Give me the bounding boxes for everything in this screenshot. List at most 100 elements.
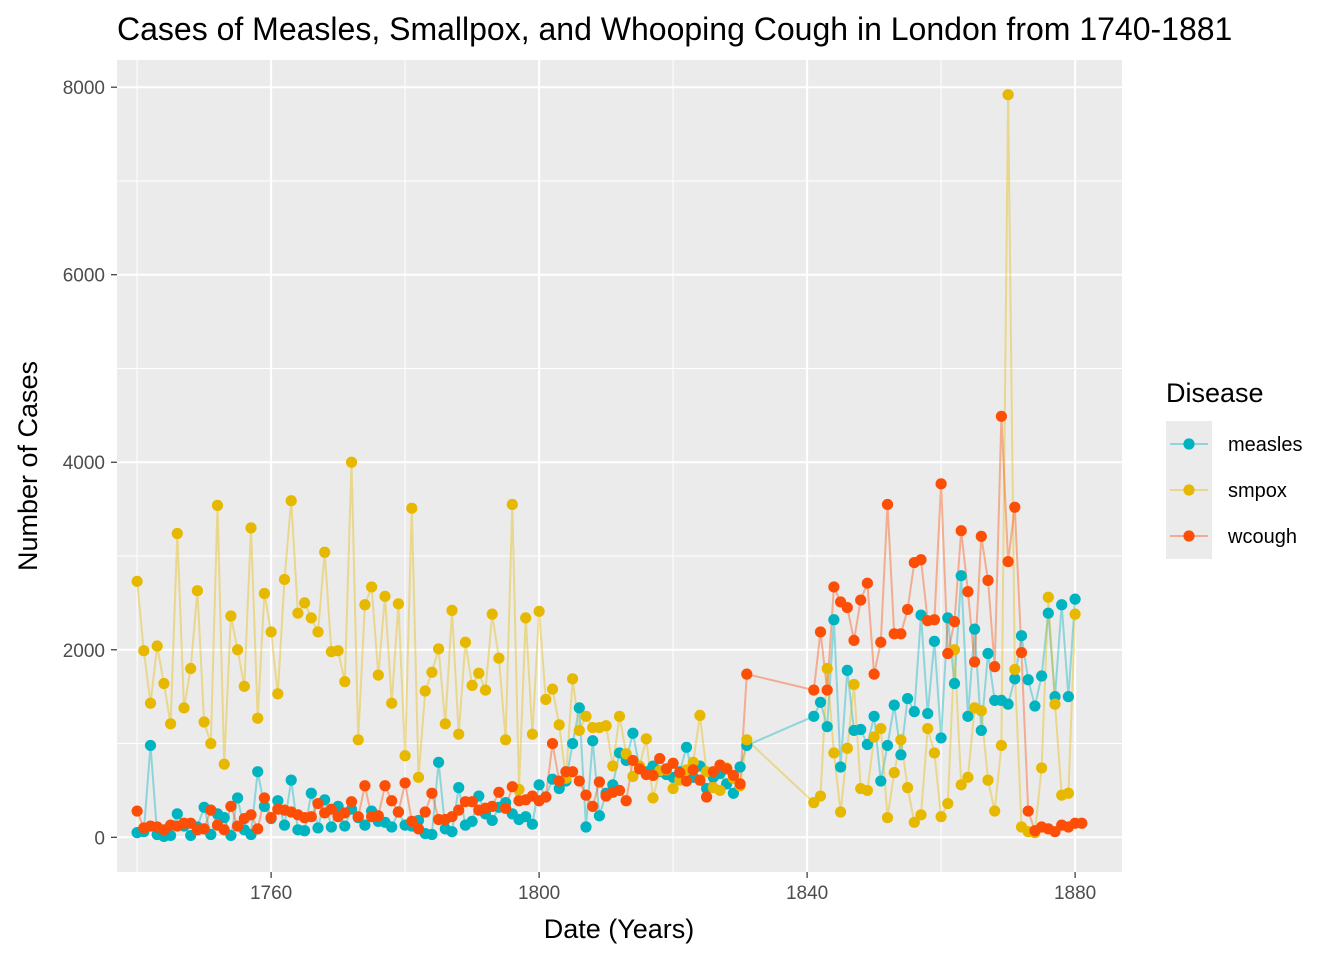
legend-key-point-measles [1183, 438, 1195, 450]
major-gridlines [117, 60, 1122, 872]
data-point-measles [1069, 593, 1081, 605]
data-point-measles [593, 810, 606, 822]
data-point-wcough [948, 616, 961, 628]
data-point-wcough [379, 780, 391, 792]
data-point-measles [627, 727, 639, 739]
x-tick-label: 1880 [1054, 883, 1096, 904]
data-point-wcough [493, 786, 505, 798]
data-point-wcough [680, 775, 693, 787]
y-tick-label: 8000 [63, 78, 105, 99]
y-tick-label: 6000 [63, 266, 105, 287]
data-point-smpox [218, 758, 230, 770]
data-point-smpox [714, 784, 726, 797]
data-point-wcough [667, 757, 679, 769]
minor-gridlines [117, 60, 1122, 872]
data-point-smpox [439, 718, 451, 730]
data-point-wcough [573, 775, 585, 787]
data-point-wcough [995, 410, 1008, 422]
data-point-measles [258, 800, 270, 812]
data-point-wcough [392, 806, 404, 818]
data-point-measles [218, 812, 230, 824]
data-point-measles [446, 826, 458, 838]
data-point-measles [922, 707, 934, 720]
data-point-measles [969, 623, 981, 635]
x-tick-label: 1840 [786, 883, 828, 904]
data-point-smpox [252, 712, 264, 724]
data-point-smpox [211, 499, 224, 511]
data-point-smpox [915, 809, 927, 821]
data-point-wcough [942, 647, 954, 660]
data-point-wcough [587, 800, 599, 812]
y-axis: 0 2000 4000 6000 8000 [63, 78, 117, 849]
data-point-smpox [493, 652, 505, 664]
data-point-smpox [131, 575, 143, 587]
data-point-wcough [1015, 646, 1028, 659]
x-axis: 1760 1800 1840 1880 [250, 872, 1096, 904]
data-point-smpox [607, 760, 619, 772]
data-point-smpox [305, 612, 317, 624]
data-point-measles [325, 821, 337, 833]
data-point-measles [171, 808, 183, 820]
data-point-smpox [359, 599, 371, 611]
data-point-measles [466, 815, 478, 827]
data-point-wcough [359, 780, 371, 792]
data-point-smpox [319, 546, 331, 558]
series-layer [131, 89, 1088, 842]
data-point-measles [868, 710, 880, 722]
data-point-smpox [165, 718, 177, 730]
data-point-wcough [305, 811, 317, 823]
data-point-wcough [593, 776, 606, 788]
data-point-wcough [828, 581, 840, 593]
data-point-measles [982, 647, 994, 660]
data-point-wcough [419, 806, 431, 818]
data-point-measles [734, 761, 746, 773]
data-point-wcough [701, 791, 713, 803]
data-point-smpox [1036, 762, 1048, 774]
data-point-smpox [312, 626, 324, 638]
data-point-wcough [734, 778, 746, 790]
legend-label-smpox: smpox [1228, 480, 1287, 502]
data-point-smpox [861, 784, 874, 797]
data-point-wcough [814, 626, 827, 638]
data-point-wcough [426, 787, 438, 799]
data-point-wcough [861, 577, 874, 589]
data-point-wcough [868, 668, 880, 680]
data-point-wcough [325, 803, 337, 815]
data-point-wcough [339, 807, 351, 819]
data-point-smpox [553, 719, 565, 731]
data-point-smpox [828, 747, 840, 759]
legend-label-wcough: wcough [1227, 526, 1297, 548]
data-point-smpox [613, 710, 626, 722]
data-point-wcough [506, 781, 518, 793]
data-point-measles [278, 819, 291, 831]
data-point-wcough [399, 777, 411, 789]
data-point-measles [520, 811, 532, 823]
data-point-smpox [412, 771, 425, 783]
data-point-wcough [821, 684, 833, 696]
data-point-smpox [225, 610, 237, 622]
data-point-wcough [955, 525, 967, 537]
data-point-measles [821, 721, 833, 733]
data-point-measles [1002, 698, 1014, 710]
data-point-smpox [265, 626, 277, 638]
data-point-wcough [855, 594, 867, 606]
data-point-smpox [479, 684, 492, 696]
data-point-smpox [955, 779, 967, 791]
data-point-smpox [292, 607, 304, 619]
x-tick-label: 1800 [518, 883, 560, 904]
data-point-wcough [627, 754, 639, 767]
data-point-smpox [506, 498, 518, 511]
data-point-measles [1056, 599, 1068, 611]
data-point-measles [935, 732, 947, 744]
data-point-measles [955, 570, 967, 582]
plot-panel [117, 60, 1122, 872]
data-point-measles [285, 774, 297, 786]
data-point-smpox [888, 767, 900, 779]
data-point-smpox [158, 677, 170, 690]
data-point-wcough [225, 800, 237, 812]
data-point-smpox [366, 581, 378, 593]
data-point-measles [1029, 700, 1041, 712]
data-point-smpox [814, 790, 827, 802]
data-point-smpox [178, 702, 190, 714]
data-point-smpox [1049, 698, 1061, 710]
